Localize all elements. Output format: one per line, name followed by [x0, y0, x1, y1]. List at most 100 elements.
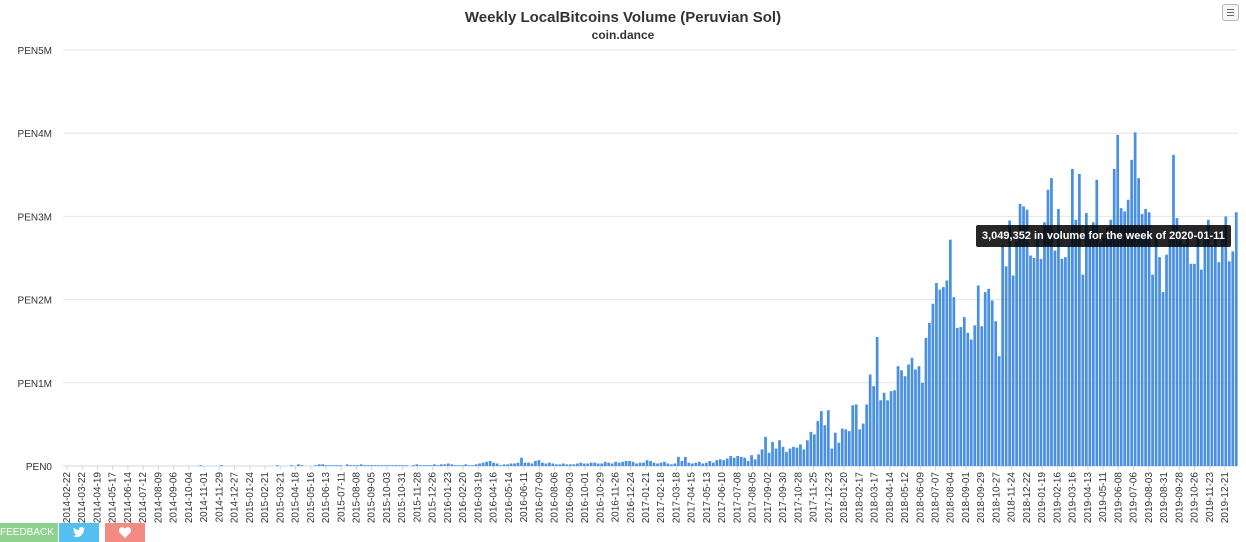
x-tick-label: 2017-06-10 [717, 472, 728, 524]
bar [1050, 178, 1053, 466]
bar [917, 366, 921, 466]
bar [1036, 229, 1039, 466]
bar [969, 339, 973, 466]
bar [753, 459, 757, 466]
x-tick-label: 2015-05-16 [306, 472, 317, 524]
bar [502, 464, 506, 466]
chart-menu-button[interactable] [1222, 4, 1239, 21]
bar [955, 327, 959, 466]
bar [851, 405, 855, 466]
bar [276, 465, 279, 466]
bar [453, 465, 457, 466]
bar [1078, 173, 1081, 466]
bar [656, 463, 659, 466]
bar [575, 463, 579, 466]
bar [642, 462, 645, 466]
bar [1098, 242, 1102, 466]
x-tick-label: 2019-06-08 [1113, 472, 1124, 524]
bar [1116, 134, 1120, 467]
bar [1196, 233, 1200, 466]
bar [708, 461, 712, 466]
bar [607, 462, 611, 466]
bar [861, 423, 865, 466]
bar [760, 449, 764, 466]
bar [1095, 179, 1099, 467]
x-tick-label: 2014-11-29 [214, 472, 225, 523]
bar [928, 322, 931, 466]
bar [659, 462, 663, 466]
bar [1001, 245, 1005, 466]
x-tick-label: 2019-05-11 [1098, 472, 1109, 523]
x-tick-label: 2015-01-24 [245, 472, 256, 524]
bar [593, 462, 597, 466]
bar [1203, 238, 1207, 466]
twitter-button[interactable] [59, 523, 99, 542]
bar [488, 461, 492, 466]
bar [663, 461, 666, 466]
bar [910, 357, 914, 466]
x-tick-label: 2015-07-11 [336, 472, 347, 523]
x-tick-label: 2016-08-06 [550, 472, 561, 524]
bar [980, 326, 984, 466]
bar [621, 461, 624, 466]
x-tick-label: 2014-09-06 [169, 472, 180, 524]
bar [645, 460, 649, 466]
bar [746, 461, 750, 466]
bar [349, 465, 353, 466]
bar [324, 465, 328, 466]
bar [471, 465, 475, 466]
x-tick-label: 2019-08-31 [1159, 472, 1170, 524]
bar [624, 461, 628, 466]
bar [1234, 212, 1238, 466]
x-tick-label: 2017-03-18 [671, 472, 682, 524]
bar [830, 448, 834, 466]
heart-icon [118, 527, 132, 538]
bar [1151, 274, 1154, 466]
bar [541, 462, 544, 466]
bar [568, 464, 572, 466]
bar [778, 440, 781, 466]
bar [1046, 189, 1050, 466]
bar [935, 282, 938, 466]
x-tick-label: 2015-04-18 [291, 472, 302, 524]
bar [527, 462, 530, 466]
x-tick-label: 2018-06-09 [915, 472, 926, 524]
bar [579, 462, 583, 466]
bar [356, 465, 359, 466]
x-tick-label: 2018-02-17 [854, 472, 865, 524]
x-tick-label: 2018-09-29 [976, 472, 987, 524]
x-tick-label: 2014-02-22 [62, 472, 73, 524]
bar [631, 461, 635, 466]
bar [1175, 218, 1179, 466]
bar [290, 465, 293, 466]
bar [635, 463, 638, 466]
bar [670, 464, 673, 466]
bar [1105, 227, 1109, 466]
bar [882, 392, 886, 466]
x-tick-label: 2015-10-03 [382, 472, 393, 524]
bar [321, 464, 325, 466]
bar [352, 465, 356, 466]
bar [1213, 231, 1217, 466]
bar [561, 463, 565, 466]
x-tick-label: 2018-07-07 [931, 472, 942, 524]
x-tick-label: 2019-09-28 [1174, 472, 1185, 524]
heart-button[interactable] [105, 523, 145, 542]
bar [300, 465, 304, 466]
bar [516, 462, 520, 466]
bar [809, 431, 813, 466]
x-tick-label: 2017-08-05 [748, 472, 759, 524]
bar [976, 285, 980, 466]
bar [673, 463, 677, 466]
x-tick-label: 2017-09-30 [778, 472, 789, 524]
feedback-button[interactable]: FEEDBACK [0, 523, 58, 542]
bar [826, 410, 830, 466]
bar [1119, 208, 1123, 466]
bar [1200, 269, 1203, 466]
bar [1130, 159, 1134, 466]
bar [495, 463, 499, 466]
x-tick-label: 2017-07-08 [732, 472, 743, 524]
x-tick-label: 2018-03-17 [870, 472, 881, 524]
x-tick-label: 2016-07-09 [534, 472, 545, 524]
y-tick-label: PEN2M [18, 296, 52, 307]
